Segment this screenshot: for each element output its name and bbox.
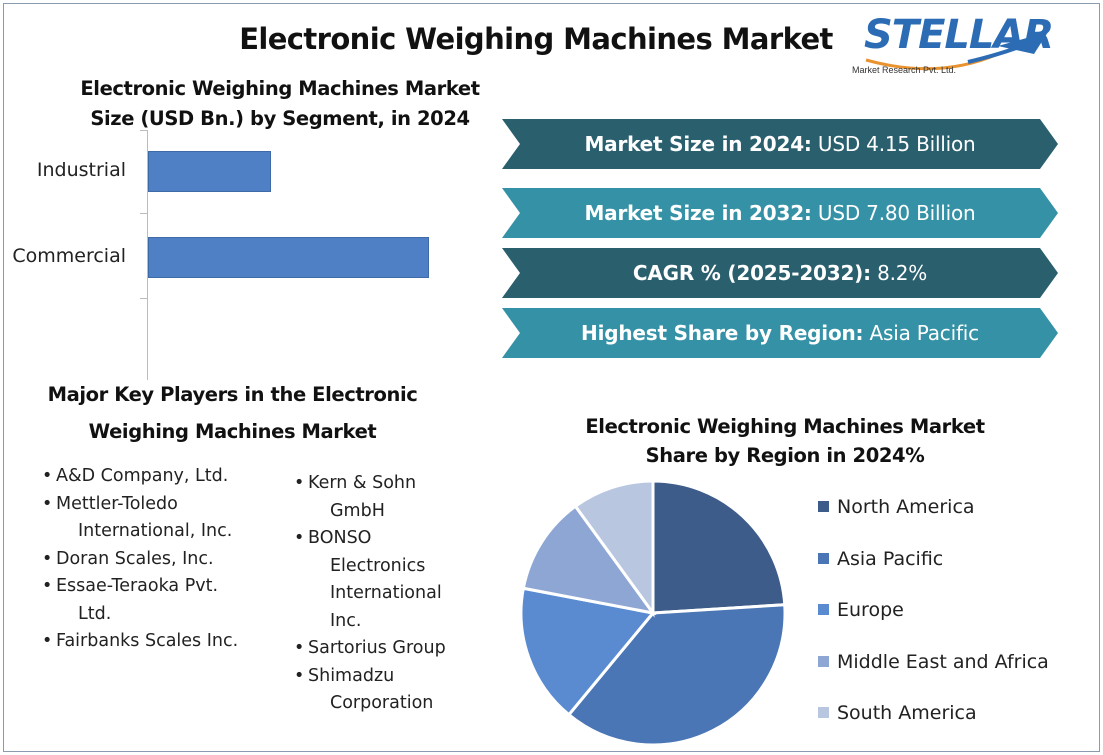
main-title: Electronic Weighing Machines Market xyxy=(239,22,833,56)
bar-chart-title-line1: Electronic Weighing Machines Market xyxy=(80,77,480,100)
kpi-market-size-2032: Market Size in 2032: USD 7.80 Billion xyxy=(500,188,1060,238)
legend-label: Middle East and Africa xyxy=(837,650,1049,673)
stellar-logo: STELLAR Market Research Pvt. Ltd. xyxy=(848,10,1058,80)
logo-wordmark: STELLAR xyxy=(864,12,1054,58)
pie-slice-south-america xyxy=(573,480,655,618)
key-player-name: Electronics xyxy=(330,555,426,576)
key-player-name: International, Inc. xyxy=(78,521,233,541)
bar-axis-tick xyxy=(140,213,147,214)
pie-slice-middle-east-and-africa xyxy=(521,504,657,616)
pie-chart-title: Electronic Weighing Machines Market Shar… xyxy=(560,412,1010,470)
legend-item-asia-pacific: Asia Pacific xyxy=(818,547,944,570)
kpi-cagr: CAGR % (2025-2032): 8.2% xyxy=(500,248,1060,298)
logo-subtitle: Market Research Pvt. Ltd. xyxy=(852,65,957,75)
key-player-item: A&D Company, Ltd. xyxy=(42,463,282,491)
key-player-name: Ltd. xyxy=(78,603,112,624)
key-player-name: International xyxy=(330,583,442,603)
kpi-value: 8.2% xyxy=(877,261,928,285)
key-player-name: Doran Scales, Inc. xyxy=(56,548,214,569)
key-player-item: Fairbanks Scales Inc. xyxy=(42,628,282,656)
bar-chart-title: Electronic Weighing Machines Market Size… xyxy=(60,74,500,134)
pie-slice-europe xyxy=(519,586,656,717)
bar-commercial xyxy=(148,237,429,278)
legend-swatch xyxy=(818,655,829,667)
key-player-name: Fairbanks Scales Inc. xyxy=(56,631,239,651)
logo-swoosh-icon xyxy=(865,32,1048,71)
pie-chart xyxy=(519,480,787,747)
key-player-item: BONSO Electronics International Inc. xyxy=(294,525,474,635)
bar-category-label-commercial: Commercial xyxy=(12,245,126,267)
legend-item-south-america: South America xyxy=(818,702,977,724)
key-player-name: Inc. xyxy=(330,610,362,631)
bar-industrial xyxy=(148,151,271,192)
kpi-label: Market Size in 2024: xyxy=(584,132,812,156)
key-player-name: Essae-Teraoka Pvt. xyxy=(56,576,219,596)
legend-label: Asia Pacific xyxy=(837,547,944,570)
key-player-item: Shimadzu Corporation xyxy=(294,663,474,718)
kpi-market-size-2024: Market Size in 2024: USD 4.15 Billion xyxy=(500,119,1060,169)
pie-slice-asia-pacific xyxy=(566,603,787,747)
kpi-highest-share-region: Highest Share by Region: Asia Pacific xyxy=(500,308,1060,358)
key-players-list-right: Kern & Sohn GmbH BONSO Electronics Internati… xyxy=(294,470,474,718)
key-player-item: Mettler-Toledo International, Inc. xyxy=(42,491,282,546)
legend-label: North America xyxy=(837,496,975,518)
legend-swatch xyxy=(818,707,829,718)
legend-label: South America xyxy=(837,702,977,724)
key-player-name: BONSO xyxy=(308,528,372,548)
key-player-name: A&D Company, Ltd. xyxy=(56,466,229,486)
key-player-item: Doran Scales, Inc. xyxy=(42,546,282,574)
key-player-name: Mettler-Toledo xyxy=(56,493,178,514)
kpi-label: Highest Share by Region: xyxy=(581,321,864,345)
pie-chart-title-line2: Share by Region in 2024% xyxy=(645,444,925,467)
bar-chart-axis xyxy=(147,130,148,380)
key-player-name: Sartorius Group xyxy=(308,638,446,658)
key-player-item: Kern & Sohn GmbH xyxy=(294,470,474,525)
bar-axis-tick xyxy=(140,298,147,299)
legend-label: Europe xyxy=(837,599,904,621)
kpi-value: USD 7.80 Billion xyxy=(817,201,976,225)
key-players-title-line2: Weighing Machines Market xyxy=(88,420,377,443)
bar-chart-title-line2: Size (USD Bn.) by Segment, in 2024 xyxy=(90,107,470,130)
legend-item-north-america: North America xyxy=(818,496,975,518)
key-player-item: Essae-Teraoka Pvt. Ltd. xyxy=(42,573,282,628)
kpi-value: USD 4.15 Billion xyxy=(817,132,976,156)
key-players-title-line1: Major Key Players in the Electronic xyxy=(47,383,418,406)
kpi-label: CAGR % (2025-2032): xyxy=(632,261,871,285)
key-players-title: Major Key Players in the Electronic Weig… xyxy=(30,376,435,450)
key-player-item: Sartorius Group xyxy=(294,635,474,663)
key-player-name: Kern & Sohn xyxy=(308,473,417,493)
legend-swatch xyxy=(818,604,829,615)
bar-category-label-industrial: Industrial xyxy=(36,159,126,181)
legend-swatch xyxy=(818,552,829,564)
legend-swatch xyxy=(818,501,829,512)
key-player-name: Shimadzu xyxy=(308,665,395,686)
key-player-name: Corporation xyxy=(330,693,434,713)
kpi-value: Asia Pacific xyxy=(869,321,980,345)
legend-item-europe: Europe xyxy=(818,599,904,621)
pie-slice-north-america xyxy=(651,480,787,615)
key-players-list-left: A&D Company, Ltd. Mettler-Toledo Internati… xyxy=(42,463,282,656)
bar-axis-tick xyxy=(140,130,147,131)
pie-chart-title-line1: Electronic Weighing Machines Market xyxy=(585,415,985,438)
key-player-name: GmbH xyxy=(330,500,385,521)
kpi-label: Market Size in 2032: xyxy=(584,201,812,225)
legend-item-middle-east-and-africa: Middle East and Africa xyxy=(818,650,1049,673)
